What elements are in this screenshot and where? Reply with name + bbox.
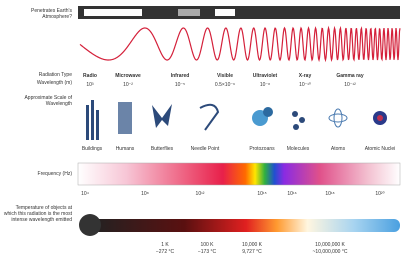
radiation-name: Gamma ray [325,73,375,79]
scale-label: Atomic Nuclei [355,146,405,152]
diagram: Penetrates Earth's Atmosphere? Radiation … [0,0,405,265]
wavelength: 10⁻² [103,82,153,88]
radiation-name: Infrared [155,73,205,79]
wavelength: 10⁻¹⁰ [280,82,330,88]
radiation-name: X-ray [280,73,330,79]
side-label: Temperature of objects at which this rad… [2,205,72,223]
side-label: Wavelength (m) [2,80,72,86]
temperature-celsius: −173 °C [182,249,232,255]
side-label: Frequency (Hz) [2,171,72,177]
side-label: Penetrates Earth's Atmosphere? [2,8,72,20]
frequency-label: 10⁴ [60,191,110,197]
frequency-label: 10¹² [175,191,225,197]
side-label: Approximate Scale of Wavelength [2,95,72,107]
frequency-label: 10¹⁸ [305,191,355,197]
temperature-bar [92,219,400,232]
thermometer-bulb [79,214,101,236]
frequency-bar [78,163,400,185]
frequency-label: 10²⁰ [355,191,405,197]
atmosphere-window [84,9,142,16]
wave [80,28,400,60]
frequency-label: 10⁸ [120,191,170,197]
temperature-celsius: 9,727 °C [227,249,277,255]
diagram-graphics [0,0,405,265]
radiation-name: Microwave [103,73,153,79]
temperature-kelvin: 10,000 K [227,242,277,248]
wavelength: 10⁻⁵ [155,82,205,88]
scale-label: Needle Point [180,146,230,152]
scale-icons [86,100,387,140]
temperature-kelvin: 100 K [182,242,232,248]
temperature-celsius: ~10,000,000 °C [305,249,355,255]
atmosphere-window [215,9,235,16]
atmosphere-window [178,9,200,16]
side-label: Radiation Type [2,72,72,78]
wavelength: 10⁻¹² [325,82,375,88]
temperature-kelvin: 10,000,000 K [305,242,355,248]
